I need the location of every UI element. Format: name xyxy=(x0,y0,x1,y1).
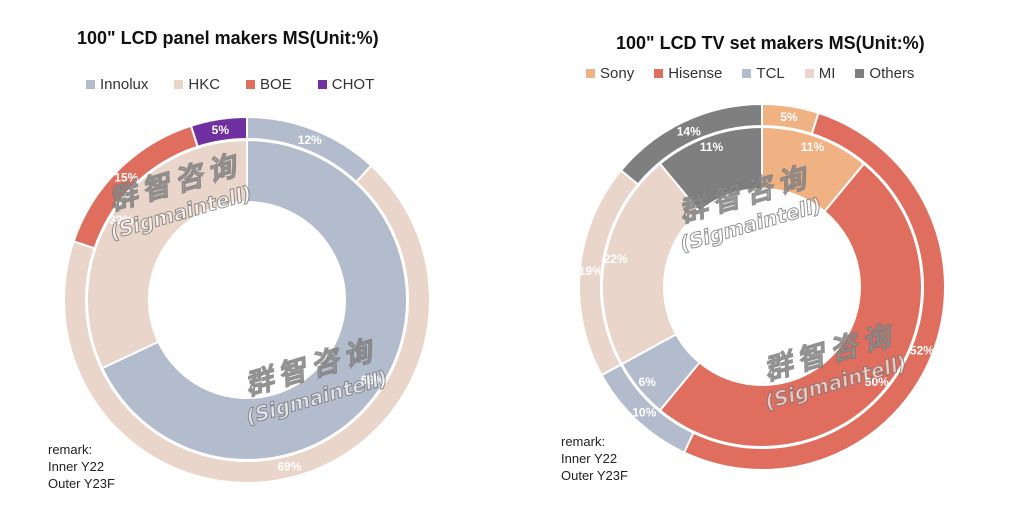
remark-title: remark: xyxy=(48,442,93,457)
donut-chart-panel-makers: 68% 32% 12% 69% 15% 5% xyxy=(63,115,431,484)
legend-swatch xyxy=(804,69,814,78)
legend-label: Sony xyxy=(600,65,635,82)
legend-swatch xyxy=(86,80,95,89)
legend-swatch xyxy=(586,69,595,78)
remark-panel-makers: remark: Inner Y22 Outer Y23F xyxy=(48,441,115,492)
data-label-inner-label-others: 11% xyxy=(700,140,724,154)
inner-ring-slice-innolux xyxy=(100,138,408,461)
inner-ring-slice-hkc xyxy=(86,138,248,370)
legend-item-sony: Sony xyxy=(586,65,634,82)
legend-item-tcl: TCL xyxy=(742,65,785,82)
legend-item-chot: CHOT xyxy=(317,76,375,93)
remark-outer: Outer Y23F xyxy=(48,476,115,491)
data-label-inner-label-hisense: 50% xyxy=(865,375,889,389)
legend-label: TCL xyxy=(756,65,785,82)
remark-outer: Outer Y23F xyxy=(561,468,628,483)
legend-label: BOE xyxy=(260,76,292,93)
legend-tv-set-makers: Sony Hisense TCL MI Others xyxy=(586,65,914,82)
legend-swatch xyxy=(317,80,327,89)
donut-chart-tv-set-makers: 11% 50% 6% 22% 11% 5% 52% 10% 19% 14% xyxy=(578,102,946,471)
legend-label: HKC xyxy=(188,76,221,93)
data-label-outer-label-chot: 5% xyxy=(212,123,230,137)
legend-label: CHOT xyxy=(331,76,375,93)
inner-ring-slice-hisense xyxy=(658,162,923,448)
legend-swatch xyxy=(246,80,256,89)
data-label-inner-label-mi: 22% xyxy=(604,252,628,266)
legend-label: MI xyxy=(818,65,836,82)
legend-swatch xyxy=(742,69,752,78)
legend-item-mi: MI xyxy=(804,65,836,82)
outer-ring-slice-chot xyxy=(189,115,248,148)
legend-item-hkc: HKC xyxy=(174,76,220,93)
legend-swatch xyxy=(654,69,664,78)
data-label-inner-label-innolux: 68% xyxy=(361,373,385,387)
data-label-outer-label-mi: 19% xyxy=(579,264,603,278)
data-label-outer-label-hkc: 69% xyxy=(277,460,301,474)
legend-panel-makers: Innolux HKC BOE CHOT xyxy=(86,76,374,93)
remark-title: remark: xyxy=(561,434,606,449)
legend-swatch xyxy=(174,80,184,89)
data-label-inner-label-hkc: 32% xyxy=(109,213,133,227)
data-label-outer-label-innolux: 12% xyxy=(298,133,322,147)
data-label-outer-label-others: 14% xyxy=(677,124,701,138)
remark-inner: Inner Y22 xyxy=(48,459,105,474)
chart-title-tv-set-makers: 100" LCD TV set makers MS(Unit:%) xyxy=(616,33,925,53)
data-label-outer-label-tcl: 10% xyxy=(632,405,656,419)
legend-item-boe: BOE xyxy=(246,76,292,93)
legend-swatch xyxy=(855,69,865,78)
outer-ring-slice-others xyxy=(619,102,763,186)
legend-item-innolux: Innolux xyxy=(86,76,148,93)
data-label-outer-label-sony: 5% xyxy=(780,110,798,124)
chart-title-panel-makers: 100" LCD panel makers MS(Unit:%) xyxy=(77,28,379,48)
remark-tv-set-makers: remark: Inner Y22 Outer Y23F xyxy=(561,433,628,484)
data-label-outer-label-hisense: 52% xyxy=(910,343,934,357)
data-label-inner-label-tcl: 6% xyxy=(639,375,657,389)
legend-item-hisense: Hisense xyxy=(654,65,722,82)
data-label-inner-label-sony: 11% xyxy=(801,140,825,154)
legend-label: Innolux xyxy=(100,76,149,93)
legend-label: Hisense xyxy=(668,65,723,82)
legend-item-others: Others xyxy=(855,65,914,82)
data-label-outer-label-boe: 15% xyxy=(114,170,138,184)
legend-label: Others xyxy=(869,65,915,82)
remark-inner: Inner Y22 xyxy=(561,451,618,466)
